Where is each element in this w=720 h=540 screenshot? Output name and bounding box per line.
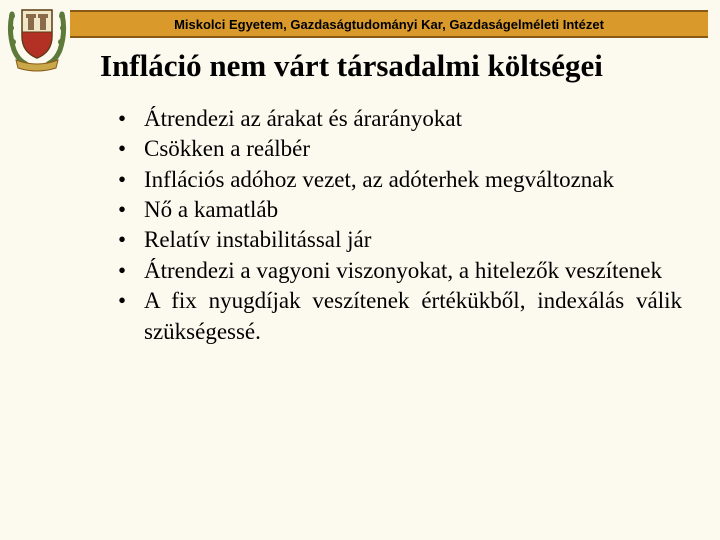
list-item: Átrendezi a vagyoni viszonyokat, a hitel… (116, 256, 682, 286)
list-item: Relatív instabilitással jár (116, 225, 682, 255)
list-item: Csökken a reálbér (116, 134, 682, 164)
list-item: A fix nyugdíjak veszítenek értékükből, i… (116, 286, 682, 347)
slide-content: Átrendezi az árakat és árarányokat Csökk… (116, 104, 682, 347)
list-item: Nő a kamatláb (116, 195, 682, 225)
crest-shield (22, 10, 52, 58)
list-item: Átrendezi az árakat és árarányokat (116, 104, 682, 134)
header-bar: Miskolci Egyetem, Gazdaságtudományi Kar,… (70, 10, 708, 38)
bullet-list: Átrendezi az árakat és árarányokat Csökk… (116, 104, 682, 347)
crest-ribbon (16, 60, 58, 71)
university-crest (6, 2, 68, 72)
header-institution: Miskolci Egyetem, Gazdaságtudományi Kar,… (174, 17, 604, 32)
list-item: Inflációs adóhoz vezet, az adóterhek meg… (116, 165, 682, 195)
slide-title: Infláció nem várt társadalmi költségei (100, 48, 700, 84)
